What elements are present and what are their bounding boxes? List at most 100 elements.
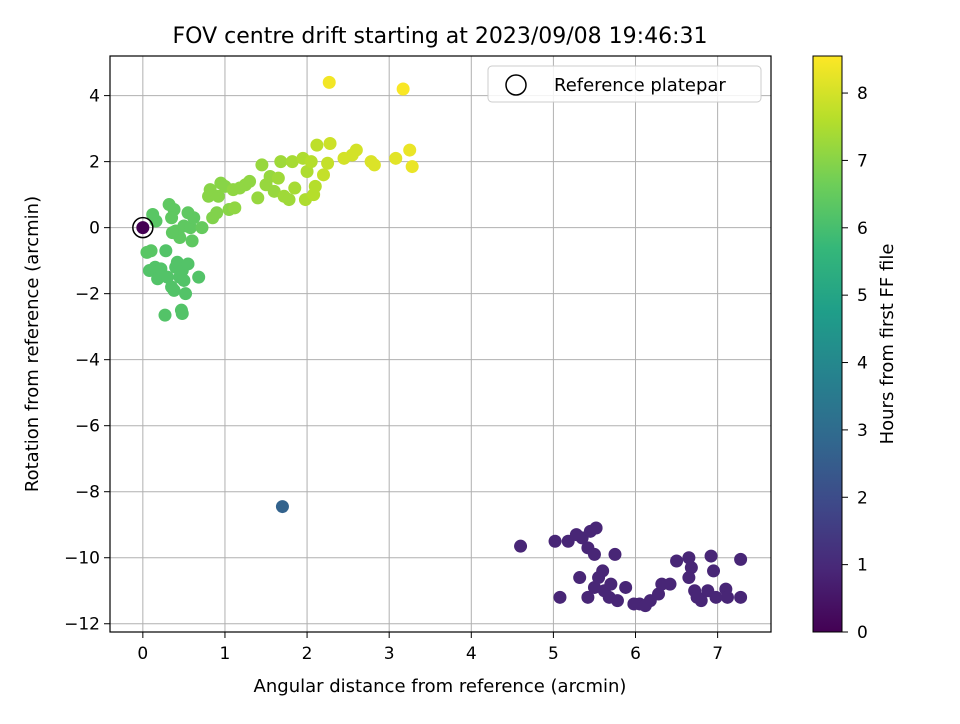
y-tick-label: −2 <box>75 285 100 305</box>
data-point <box>175 306 189 320</box>
scatter-points <box>136 75 748 613</box>
y-tick-label: 0 <box>89 219 100 239</box>
data-point <box>146 207 160 221</box>
data-point <box>274 155 288 169</box>
colorbar-tick-label: 5 <box>857 286 868 306</box>
data-point <box>589 521 603 535</box>
data-point <box>271 171 285 185</box>
data-point <box>158 308 172 322</box>
data-point <box>367 158 381 172</box>
data-point <box>608 547 622 561</box>
colorbar-tick-label: 6 <box>857 219 868 239</box>
x-axis-label: Angular distance from reference (arcmin) <box>254 676 627 697</box>
x-axis-ticks: 0 1 2 3 4 5 6 7 <box>137 632 723 664</box>
data-point <box>720 590 734 604</box>
colorbar-ticks: 0 1 2 3 4 5 6 7 8 <box>842 84 868 643</box>
data-point <box>684 561 698 575</box>
data-point <box>604 577 618 591</box>
data-point <box>704 549 718 563</box>
data-point <box>548 534 562 548</box>
data-point <box>140 245 154 259</box>
x-tick-label: 4 <box>466 644 477 664</box>
data-point <box>251 191 265 205</box>
data-point <box>167 283 181 297</box>
y-axis-ticks: −12 −10 −8 −6 −4 −2 0 2 4 <box>64 87 110 635</box>
y-tick-label: 4 <box>89 87 100 107</box>
data-point <box>592 571 606 585</box>
data-point <box>255 158 269 172</box>
x-tick-label: 2 <box>302 644 313 664</box>
data-point <box>308 179 322 193</box>
data-point <box>316 168 330 182</box>
data-point <box>670 554 684 568</box>
data-point <box>267 184 281 198</box>
data-point <box>210 206 224 220</box>
data-point <box>553 590 567 604</box>
legend: Reference platepar <box>487 65 762 103</box>
data-point <box>396 82 410 96</box>
data-point <box>275 500 289 514</box>
colorbar-tick-label: 1 <box>857 556 868 576</box>
colorbar-label: Hours from first FF file <box>877 244 898 445</box>
colorbar <box>812 55 843 633</box>
colorbar-tick-label: 7 <box>857 151 868 171</box>
data-point <box>285 155 299 169</box>
data-point <box>663 577 677 591</box>
data-point <box>619 580 633 594</box>
y-axis-label: Rotation from reference (arcmin) <box>22 196 43 492</box>
data-point <box>734 590 748 604</box>
data-point <box>192 270 206 284</box>
data-point <box>151 272 165 286</box>
data-point <box>389 151 403 165</box>
data-point <box>211 189 225 203</box>
data-point <box>652 587 666 601</box>
data-point <box>181 257 195 271</box>
data-point <box>690 590 704 604</box>
data-point <box>300 165 314 179</box>
data-point <box>183 221 197 235</box>
reference-platepar-marker <box>132 216 154 239</box>
y-tick-label: 2 <box>89 153 100 173</box>
data-point <box>610 594 624 608</box>
data-point <box>587 547 601 561</box>
data-point <box>177 273 191 287</box>
chart-title: FOV centre drift starting at 2023/09/08 … <box>173 24 708 49</box>
data-point <box>514 539 528 553</box>
colorbar-tick-label: 0 <box>857 623 868 643</box>
data-point <box>323 136 337 150</box>
data-point <box>243 174 257 188</box>
data-point <box>349 143 363 157</box>
data-point <box>310 138 324 152</box>
data-point <box>228 201 242 215</box>
y-tick-label: −12 <box>64 615 100 635</box>
data-point <box>185 234 199 248</box>
y-tick-label: −6 <box>75 417 100 437</box>
data-point <box>682 571 696 585</box>
data-point <box>187 211 201 225</box>
data-point <box>581 590 595 604</box>
colorbar-tick-label: 3 <box>857 421 868 441</box>
x-tick-label: 3 <box>384 644 395 664</box>
data-point <box>573 571 587 585</box>
data-point <box>321 156 335 170</box>
data-point <box>165 211 179 225</box>
data-point <box>282 193 296 207</box>
x-tick-label: 5 <box>548 644 559 664</box>
data-point <box>403 143 417 157</box>
legend-box <box>487 65 762 103</box>
x-tick-label: 0 <box>137 644 148 664</box>
data-point <box>322 75 336 89</box>
data-point <box>587 580 601 594</box>
x-tick-label: 6 <box>630 644 641 664</box>
data-point <box>288 181 302 195</box>
data-point <box>405 160 419 174</box>
y-tick-label: −10 <box>64 549 100 569</box>
data-point <box>136 221 150 235</box>
colorbar-tick-label: 4 <box>857 354 868 374</box>
data-point <box>682 551 696 565</box>
data-point <box>159 244 173 258</box>
x-tick-label: 1 <box>220 644 231 664</box>
colorbar-tick-label: 8 <box>857 84 868 104</box>
y-tick-label: −4 <box>75 351 100 371</box>
